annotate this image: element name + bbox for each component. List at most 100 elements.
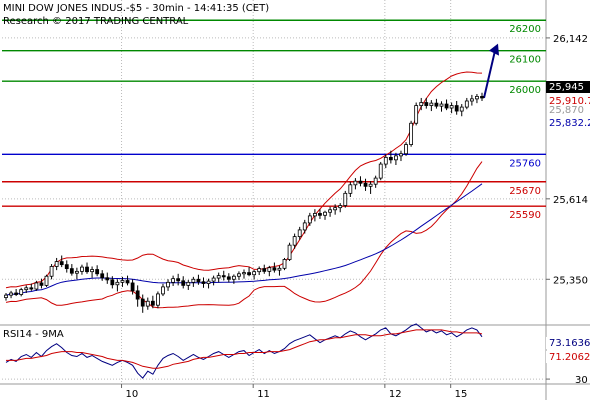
candle-body <box>196 278 201 283</box>
x-tick-label: 15 <box>455 389 468 400</box>
candle <box>297 226 302 240</box>
candle-body <box>105 277 110 281</box>
candle <box>404 142 408 156</box>
price-tag-last: 25,945 <box>546 81 590 93</box>
price-tag-label: 25,870 <box>549 105 584 116</box>
candle <box>368 181 373 194</box>
candle <box>323 210 327 220</box>
candle-body <box>181 280 186 286</box>
candle <box>272 262 277 273</box>
y-tick-label: 26,142 <box>553 34 588 45</box>
candle <box>120 276 125 287</box>
candle-body <box>201 281 206 284</box>
candle <box>156 291 160 309</box>
candle <box>237 271 241 280</box>
candle-body <box>4 294 8 298</box>
candle-body <box>475 96 479 100</box>
candle-body <box>252 271 257 276</box>
candle-body <box>358 180 363 184</box>
candle <box>166 279 170 291</box>
price-tag-moving-average: 25,832.2 <box>549 118 590 129</box>
candle-body <box>343 192 348 206</box>
candle-body <box>277 267 282 271</box>
candle <box>343 190 348 208</box>
candle-body <box>145 300 150 307</box>
indicator-overlays <box>5 43 499 309</box>
candle <box>282 257 287 271</box>
candle-body <box>125 280 130 284</box>
rsi-line <box>5 323 483 379</box>
candle-body <box>206 280 211 284</box>
moving-average-line <box>5 183 483 296</box>
candle-body <box>24 287 29 291</box>
candle <box>307 212 312 226</box>
candle-body <box>297 229 302 238</box>
candle-body <box>39 282 44 286</box>
candle-body <box>262 268 267 272</box>
candle-body <box>257 268 262 273</box>
candle-body <box>140 298 145 307</box>
candle-body <box>54 261 59 267</box>
candle <box>454 101 459 115</box>
candle <box>150 295 155 309</box>
candle <box>419 97 424 111</box>
candle-body <box>150 300 155 306</box>
candle-body <box>348 184 353 194</box>
level-label-26000: 26000 <box>509 85 541 96</box>
chart-title: MINI DOW JONES INDUS.-$5 - 30min - 14:41… <box>3 3 269 14</box>
candle <box>475 93 479 104</box>
candle-body <box>318 213 322 216</box>
candle <box>34 280 39 291</box>
candle <box>74 267 79 280</box>
candle <box>4 293 8 301</box>
candle <box>105 272 110 284</box>
candle-body <box>161 286 165 295</box>
candle-body <box>414 105 419 124</box>
candle-body <box>135 290 140 300</box>
rsi_ma-line <box>6 329 483 369</box>
candle <box>201 277 206 288</box>
candle-body <box>100 273 105 279</box>
candle-body <box>74 270 79 274</box>
candle <box>191 276 196 287</box>
candle-body <box>171 278 176 283</box>
candle-body <box>34 282 39 290</box>
candle <box>110 276 115 289</box>
bollinger-upper-line <box>5 71 483 289</box>
candle <box>130 279 135 295</box>
rsi-tag-bg <box>546 337 590 349</box>
candle <box>221 270 226 281</box>
candle-body <box>449 105 454 109</box>
candle <box>459 104 464 117</box>
candle-body <box>328 209 332 213</box>
candle <box>171 275 176 286</box>
candle <box>206 278 211 289</box>
candle-body <box>115 281 120 286</box>
candle <box>373 175 378 188</box>
x-tick-label: 11 <box>257 389 270 400</box>
candle-body <box>454 105 459 112</box>
candle <box>469 94 474 106</box>
candle-body <box>409 122 414 145</box>
candle <box>115 279 120 292</box>
rsi-title: RSI14 - 9MA <box>3 329 64 340</box>
candle <box>44 274 49 287</box>
candles <box>4 92 484 313</box>
candle-body <box>44 275 49 286</box>
candle-body <box>302 222 307 231</box>
candle-body <box>419 102 424 106</box>
candle <box>444 99 449 111</box>
candle <box>24 285 29 293</box>
candle-body <box>307 215 312 224</box>
candle-body <box>9 292 13 296</box>
candle-body <box>363 182 368 187</box>
candle <box>399 150 403 162</box>
candle <box>394 152 398 165</box>
price-tag-label: 25,832.2 <box>549 118 590 129</box>
candle-body <box>216 275 221 279</box>
candle <box>29 283 34 291</box>
candle-body <box>191 278 196 283</box>
candle-body <box>59 261 64 266</box>
